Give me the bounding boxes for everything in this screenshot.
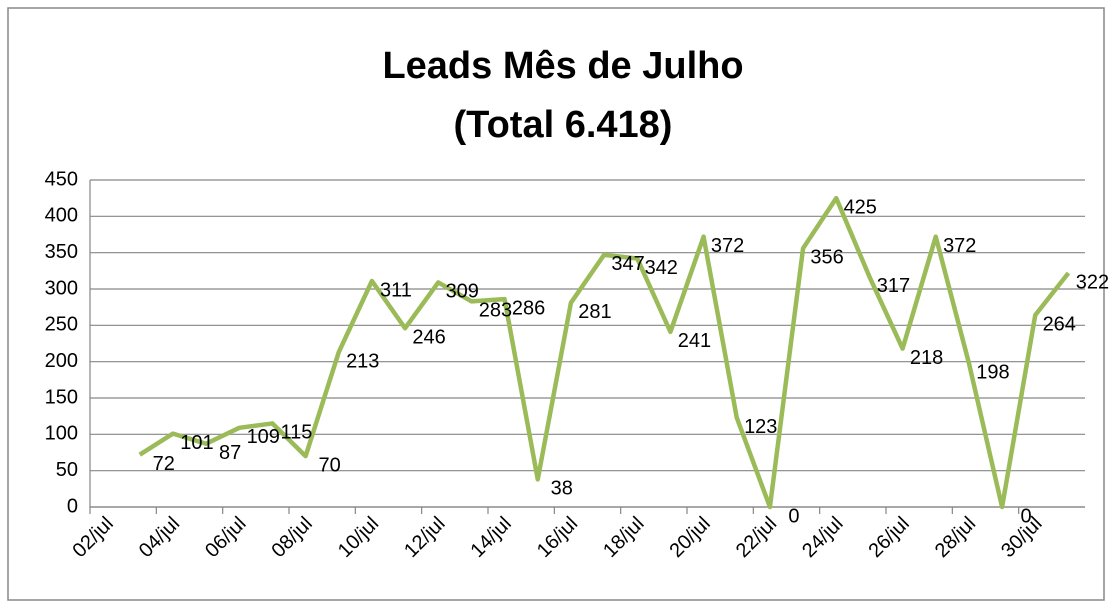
data-label: 425	[844, 196, 877, 218]
data-label: 72	[153, 453, 175, 475]
series-line	[138, 195, 1071, 510]
y-tick-label: 450	[45, 168, 78, 190]
data-label: 347	[611, 253, 644, 275]
chart-title: Leads Mês de Julho	[382, 45, 743, 87]
data-label: 198	[976, 361, 1009, 383]
data-label: 264	[1043, 313, 1076, 335]
data-label: 241	[678, 330, 711, 352]
data-label: 0	[1021, 505, 1032, 527]
data-label: 101	[180, 432, 213, 454]
data-label: 322	[1076, 271, 1109, 293]
data-label: 109	[247, 426, 280, 448]
data-label: 115	[280, 422, 312, 444]
y-tick-label: 350	[45, 241, 78, 263]
data-label: 283	[479, 300, 512, 322]
y-tick-label: 200	[45, 350, 78, 372]
y-tick-label: 100	[45, 423, 78, 445]
y-tick-label: 0	[67, 495, 78, 517]
data-label: 372	[711, 235, 744, 257]
data-label: 281	[578, 301, 611, 323]
data-label: 38	[551, 478, 573, 500]
data-label: 246	[412, 327, 445, 349]
y-tick-label: 150	[45, 386, 78, 408]
y-tick-label: 300	[45, 277, 78, 299]
data-label: 286	[512, 297, 545, 319]
data-label: 372	[943, 235, 976, 257]
data-label: 309	[446, 281, 479, 303]
data-label: 0	[788, 505, 799, 527]
data-label: 218	[910, 347, 943, 369]
y-tick-label: 250	[45, 314, 78, 336]
data-label: 342	[645, 257, 678, 279]
data-label: 123	[744, 416, 777, 438]
chart-border	[7, 7, 1105, 601]
data-label: 356	[810, 247, 843, 269]
data-label: 213	[346, 351, 379, 373]
data-label: 87	[219, 442, 241, 464]
data-label: 70	[318, 454, 340, 476]
y-tick-label: 400	[45, 205, 78, 227]
data-label: 311	[380, 279, 412, 301]
y-tick-label: 50	[56, 459, 78, 481]
chart-subtitle: (Total 6.418)	[454, 104, 673, 146]
data-label: 317	[877, 275, 910, 297]
